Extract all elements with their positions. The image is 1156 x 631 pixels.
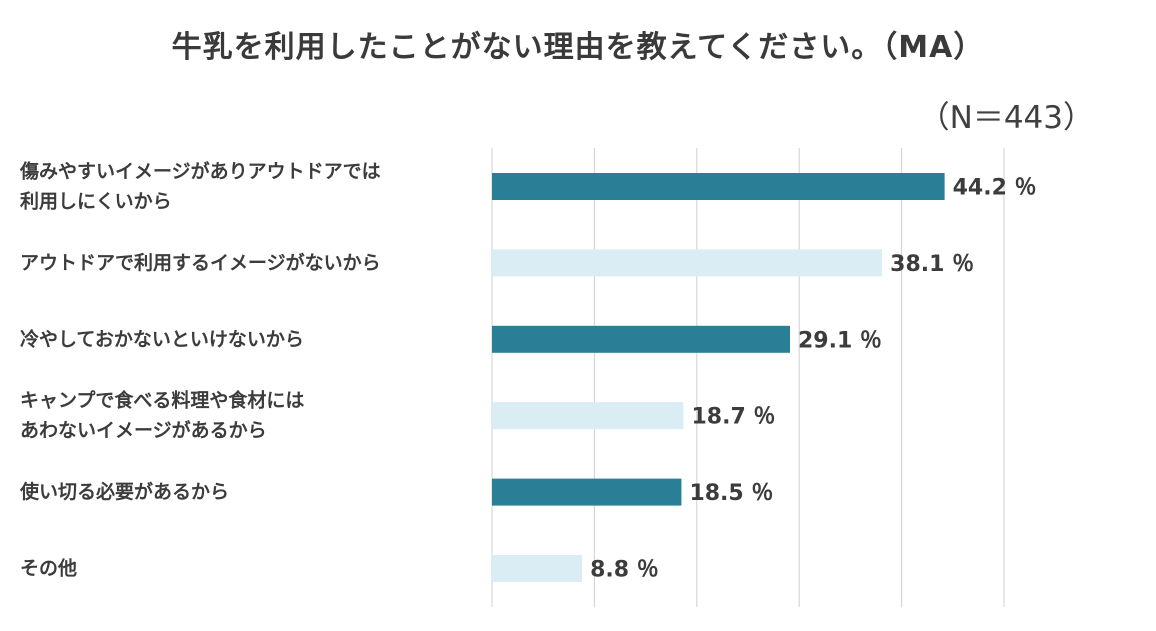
category-label-6: その他: [20, 557, 77, 580]
bar-3: [492, 325, 790, 353]
category-label-1: 傷みやすいイメージがありアウトドアでは: [19, 160, 381, 183]
bar-2: [492, 249, 883, 277]
data-label-1: 44.2 ％: [953, 176, 1037, 201]
category-label-1: 利用しにくいから: [20, 191, 172, 213]
bar-4: [492, 402, 684, 430]
chart-title: 牛乳を利用したことがない理由を教えてください。（MA）: [171, 30, 985, 65]
data-label-5: 18.5 ％: [689, 481, 773, 506]
category-label-5: 使い切る必要があるから: [19, 480, 229, 503]
bar-6: [492, 555, 583, 582]
data-label-2: 38.1 ％: [890, 252, 974, 277]
category-label-2: アウトドアで利用するイメージがないから: [20, 251, 381, 274]
bar-5: [492, 478, 682, 506]
category-label-3: 冷やしておかないといけないから: [20, 327, 304, 350]
category-label-4: あわないイメージがあるから: [20, 419, 267, 442]
data-label-3: 29.1 ％: [798, 328, 882, 353]
data-label-6: 8.8 ％: [590, 558, 659, 583]
bar-1: [492, 173, 945, 200]
sample-size-label: （N＝443）: [918, 100, 1094, 136]
category-label-4: キャンプで食べる料理や食材には: [20, 389, 304, 412]
data-label-4: 18.7 ％: [691, 405, 775, 430]
